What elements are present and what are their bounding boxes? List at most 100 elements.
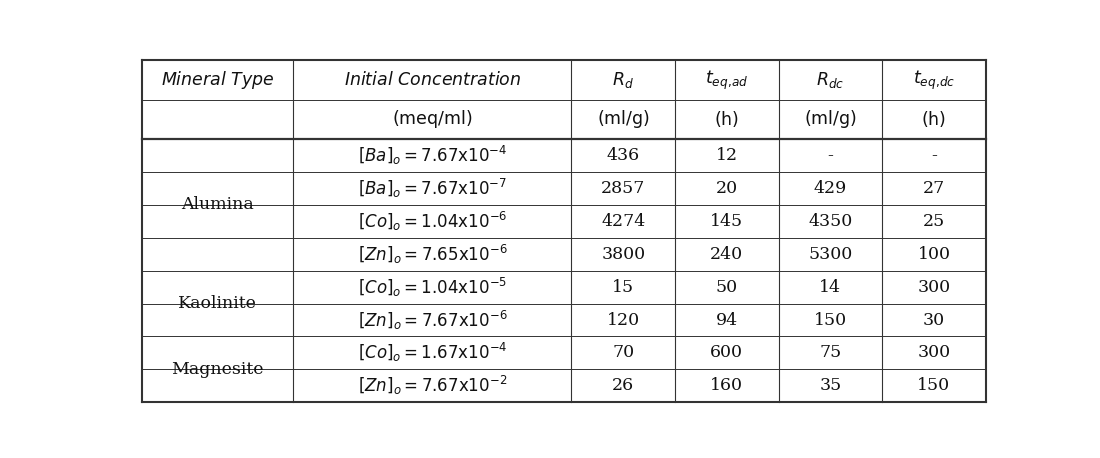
Bar xyxy=(571,139,675,172)
Text: 4274: 4274 xyxy=(601,213,646,230)
Text: 70: 70 xyxy=(612,344,635,361)
Bar xyxy=(675,304,779,337)
Bar xyxy=(675,238,779,271)
Text: 429: 429 xyxy=(814,180,847,197)
Bar xyxy=(675,139,779,172)
Bar xyxy=(779,337,882,370)
Bar xyxy=(142,60,294,99)
Bar xyxy=(571,304,675,337)
Bar xyxy=(142,337,294,370)
Bar xyxy=(294,304,571,337)
Bar xyxy=(779,205,882,238)
Text: 50: 50 xyxy=(716,278,738,295)
Bar xyxy=(779,271,882,304)
Bar xyxy=(675,205,779,238)
Bar xyxy=(294,337,571,370)
Text: $[Ba]_o = 7.67\mathrm{x}10^{-7}$: $[Ba]_o = 7.67\mathrm{x}10^{-7}$ xyxy=(358,177,507,200)
Text: Magnesite: Magnesite xyxy=(172,361,264,378)
Text: $[Zn]_o = 7.65\mathrm{x}10^{-6}$: $[Zn]_o = 7.65\mathrm{x}10^{-6}$ xyxy=(358,243,507,266)
Text: 160: 160 xyxy=(711,377,744,394)
Bar xyxy=(294,99,571,139)
Text: $\mathrm{(ml/g)}$: $\mathrm{(ml/g)}$ xyxy=(597,108,650,130)
Bar xyxy=(675,60,779,99)
Bar xyxy=(882,172,986,205)
Text: 26: 26 xyxy=(612,377,635,394)
Text: 150: 150 xyxy=(917,377,950,394)
Bar xyxy=(571,370,675,402)
Bar xyxy=(779,60,882,99)
Bar xyxy=(571,60,675,99)
Bar xyxy=(675,271,779,304)
Bar xyxy=(779,304,882,337)
Bar xyxy=(571,99,675,139)
Text: 75: 75 xyxy=(820,344,842,361)
Bar xyxy=(779,139,882,172)
Text: -: - xyxy=(827,147,834,164)
Text: Kaolinite: Kaolinite xyxy=(178,295,257,312)
Text: $[Co]_o = 1.04\mathrm{x}10^{-6}$: $[Co]_o = 1.04\mathrm{x}10^{-6}$ xyxy=(358,210,507,233)
Text: $R_d$: $R_d$ xyxy=(613,70,634,90)
Bar xyxy=(294,370,571,402)
Bar xyxy=(571,337,675,370)
Text: $\mathit{Initial\ Concentration}$: $\mathit{Initial\ Concentration}$ xyxy=(343,71,521,89)
Text: $t_{eq,\!dc}$: $t_{eq,\!dc}$ xyxy=(913,68,955,92)
Bar xyxy=(882,238,986,271)
Text: 94: 94 xyxy=(716,311,738,328)
Bar xyxy=(779,370,882,402)
Bar xyxy=(779,172,882,205)
Text: $\mathrm{(meq/ml)}$: $\mathrm{(meq/ml)}$ xyxy=(393,108,473,130)
Bar xyxy=(571,172,675,205)
Bar xyxy=(142,238,294,271)
Text: $[Ba]_o = 7.67\mathrm{x}10^{-4}$: $[Ba]_o = 7.67\mathrm{x}10^{-4}$ xyxy=(358,144,507,167)
Bar xyxy=(142,172,294,205)
Text: $\mathrm{(h)}$: $\mathrm{(h)}$ xyxy=(714,109,739,129)
Text: $[Zn]_o = 7.67\mathrm{x}10^{-6}$: $[Zn]_o = 7.67\mathrm{x}10^{-6}$ xyxy=(358,309,507,332)
Text: 5300: 5300 xyxy=(808,245,852,263)
Bar xyxy=(882,60,986,99)
Bar xyxy=(142,304,294,337)
Bar xyxy=(882,99,986,139)
Text: $\mathrm{(ml/g)}$: $\mathrm{(ml/g)}$ xyxy=(804,108,857,130)
Text: $[Zn]_o = 7.67\mathrm{x}10^{-2}$: $[Zn]_o = 7.67\mathrm{x}10^{-2}$ xyxy=(358,374,507,398)
Text: 35: 35 xyxy=(820,377,842,394)
Bar xyxy=(571,205,675,238)
Bar xyxy=(779,238,882,271)
Bar xyxy=(571,238,675,271)
Text: 30: 30 xyxy=(923,311,945,328)
Text: 20: 20 xyxy=(716,180,738,197)
Text: $R_{dc}$: $R_{dc}$ xyxy=(816,70,845,90)
Text: 15: 15 xyxy=(612,278,635,295)
Bar xyxy=(882,139,986,172)
Text: 12: 12 xyxy=(716,147,738,164)
Text: 120: 120 xyxy=(606,311,640,328)
Bar xyxy=(882,337,986,370)
Bar xyxy=(294,271,571,304)
Bar xyxy=(294,172,571,205)
Bar xyxy=(779,99,882,139)
Text: 436: 436 xyxy=(606,147,640,164)
Text: 240: 240 xyxy=(711,245,744,263)
Text: $\mathit{Mineral\ Type}$: $\mathit{Mineral\ Type}$ xyxy=(161,69,274,91)
Text: 3800: 3800 xyxy=(601,245,646,263)
Bar xyxy=(675,99,779,139)
Text: 4350: 4350 xyxy=(808,213,852,230)
Text: $[Co]_o = 1.67\mathrm{x}10^{-4}$: $[Co]_o = 1.67\mathrm{x}10^{-4}$ xyxy=(358,341,507,365)
Bar xyxy=(142,370,294,402)
Text: Alumina: Alumina xyxy=(182,196,254,213)
Bar xyxy=(882,271,986,304)
Bar xyxy=(294,139,571,172)
Bar xyxy=(142,271,294,304)
Bar xyxy=(142,205,294,238)
Text: $t_{eq,\!ad}$: $t_{eq,\!ad}$ xyxy=(705,68,748,92)
Text: $\mathrm{(h)}$: $\mathrm{(h)}$ xyxy=(922,109,946,129)
Bar xyxy=(675,172,779,205)
Text: 145: 145 xyxy=(711,213,744,230)
Bar xyxy=(882,205,986,238)
Text: -: - xyxy=(931,147,937,164)
Bar xyxy=(294,238,571,271)
Bar xyxy=(571,271,675,304)
Text: 600: 600 xyxy=(711,344,744,361)
Bar xyxy=(142,99,294,139)
Text: 14: 14 xyxy=(820,278,842,295)
Bar xyxy=(142,139,294,172)
